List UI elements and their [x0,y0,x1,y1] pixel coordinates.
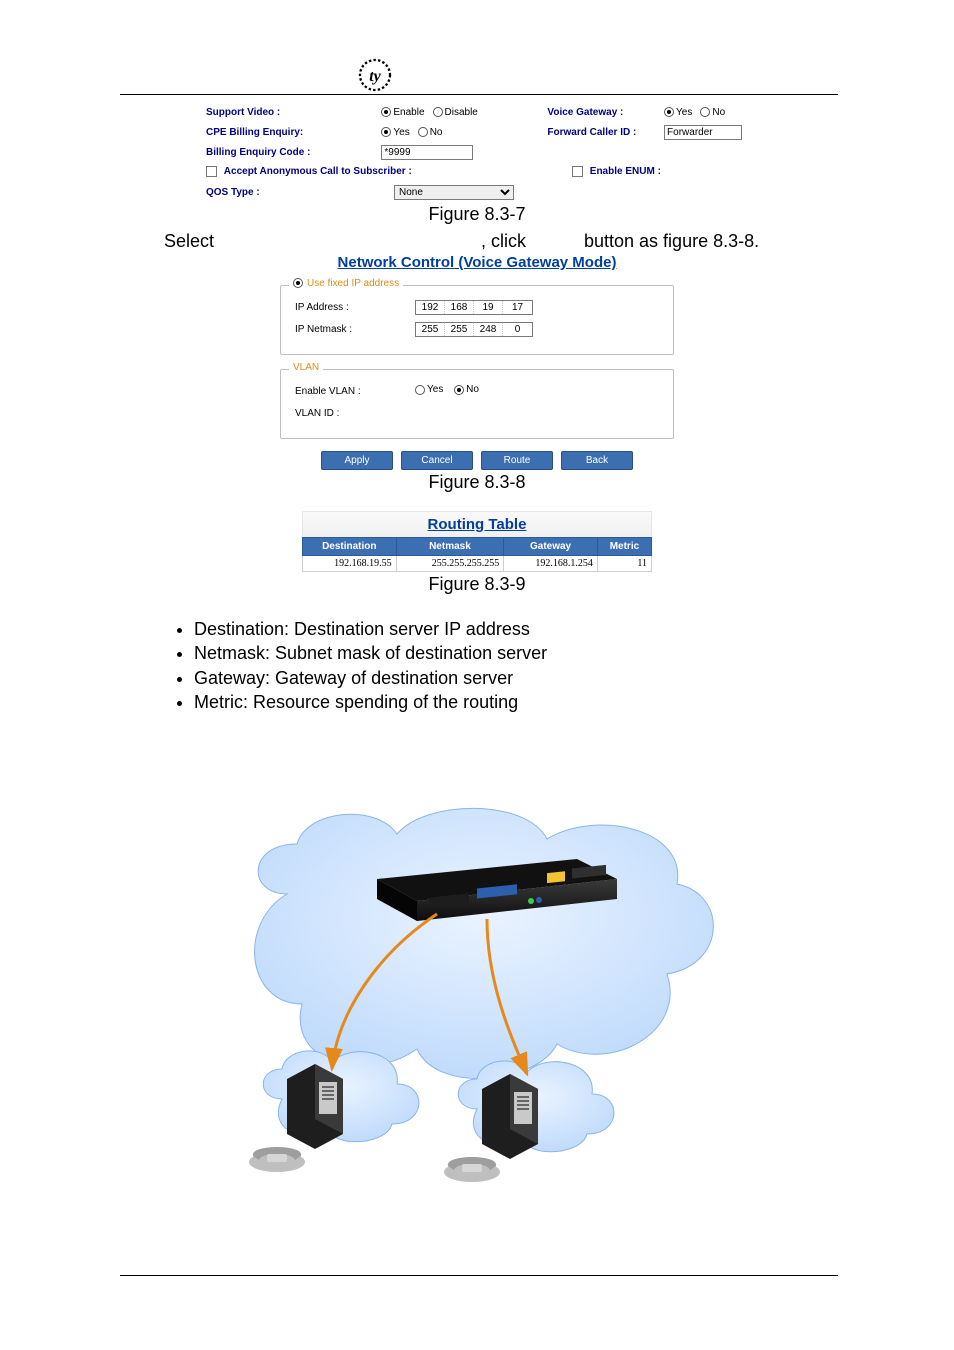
label-fwd-caller: Forward Caller ID : [547,127,664,138]
pbx-right-icon [482,1074,538,1159]
label-cpe-billing: CPE Billing Enquiry: [206,127,381,138]
instruction-line: Select , click button as figure 8.3-8. [164,231,834,252]
network-diagram [227,784,727,1204]
legend-fixed-ip[interactable]: Use fixed IP address [289,278,403,289]
col-gateway: Gateway [504,538,598,556]
col-metric: Metric [597,538,651,556]
label-enable-vlan: Enable VLAN : [295,386,415,397]
list-item: Destination: Destination server IP addre… [194,617,834,641]
caption-8-3-7: Figure 8.3-7 [120,204,834,225]
label-accept-anon: Accept Anonymous Call to Subscriber : [224,167,412,178]
radio-disable[interactable]: Disable [433,107,478,118]
input-ip-netmask[interactable]: 2552552480 [415,322,533,337]
label-billing-code: Billing Enquiry Code : [206,147,381,158]
btn-back[interactable]: Back [561,451,633,470]
radio-vlan-no[interactable]: No [454,384,479,395]
btn-route[interactable]: Route [481,451,553,470]
label-enable-enum: Enable ENUM : [590,167,661,178]
label-vlan-id: VLAN ID : [295,408,415,419]
label-support-video: Support Video : [206,107,381,118]
label-ip-address: IP Address : [295,302,415,313]
col-destination: Destination [303,538,397,556]
routing-table: Destination Netmask Gateway Metric 192.1… [302,537,652,572]
list-item: Netmask: Subnet mask of destination serv… [194,641,834,665]
radio-vlan-yes[interactable]: Yes [415,384,443,395]
radio-cpe-no[interactable]: No [418,127,443,138]
radio-vg-no[interactable]: No [700,107,725,118]
chk-enum[interactable] [572,166,583,177]
btn-cancel[interactable]: Cancel [401,451,473,470]
figure-8-3-8: Use fixed IP address IP Address : 192168… [280,285,674,470]
col-netmask: Netmask [396,538,504,556]
bullet-list: Destination: Destination server IP addre… [174,617,834,714]
header-logo: ty [358,58,392,92]
label-qos-type: QOS Type : [206,187,394,198]
list-item: Gateway: Gateway of destination server [194,666,834,690]
input-forwarder[interactable] [664,125,742,140]
fieldset-ip: Use fixed IP address IP Address : 192168… [280,285,674,355]
svg-text:ty: ty [369,68,381,85]
figure-8-3-7: Support Video : Enable Disable Voice Gat… [206,102,748,202]
btn-apply[interactable]: Apply [321,451,393,470]
list-item: Metric: Resource spending of the routing [194,690,834,714]
legend-vlan: VLAN [289,362,323,373]
pbx-left-icon [287,1064,343,1149]
footer-rule [120,1275,838,1276]
label-ip-netmask: IP Netmask : [295,324,415,335]
phone-left-icon [249,1147,305,1172]
header-rule [120,94,838,95]
title-network-control: Network Control (Voice Gateway Mode) [120,254,834,271]
radio-vg-yes[interactable]: Yes [664,107,692,118]
caption-8-3-9: Figure 8.3-9 [120,574,834,595]
cloud-main-icon [255,809,714,1079]
input-billing-code[interactable] [381,145,473,160]
figure-8-3-9: Routing Table Destination Netmask Gatewa… [302,511,652,572]
radio-cpe-yes[interactable]: Yes [381,127,409,138]
fieldset-vlan: VLAN Enable VLAN : Yes No VLAN ID : [280,369,674,439]
table-row: 192.168.19.55 255.255.255.255 192.168.1.… [303,556,652,572]
caption-8-3-8: Figure 8.3-8 [120,472,834,493]
phone-right-icon [444,1157,500,1182]
chk-anon[interactable] [206,166,217,177]
title-routing-table: Routing Table [302,511,652,537]
radio-enable[interactable]: Enable [381,107,424,118]
label-voice-gateway: Voice Gateway : [547,107,664,118]
input-ip-address[interactable]: 1921681917 [415,300,533,315]
select-qos[interactable]: None [394,185,514,200]
